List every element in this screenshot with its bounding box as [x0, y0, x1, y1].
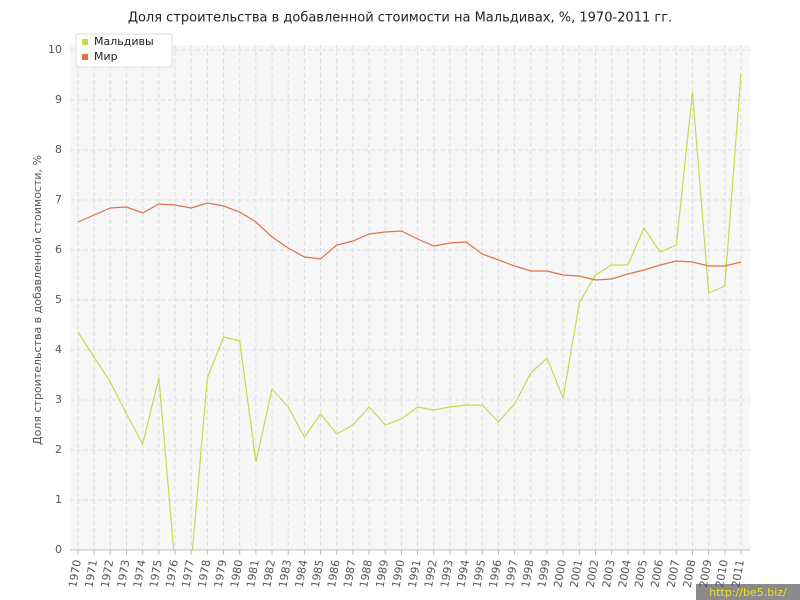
chart-title: Доля строительства в добавленной стоимос… [128, 11, 672, 26]
x-tick-label: 1976 [163, 559, 181, 589]
series-line [77, 202, 742, 281]
x-tick-label: 1991 [406, 559, 424, 589]
x-tick-label: 1997 [503, 559, 521, 589]
x-tick-label: 2009 [697, 559, 715, 589]
x-tick-label: 1999 [535, 559, 553, 589]
x-tick-label: 1986 [325, 559, 343, 589]
x-tick-label: 1978 [196, 559, 214, 589]
legend-label: Мир [94, 50, 118, 63]
x-tick-label: 1984 [293, 559, 311, 589]
x-tick-label: 1973 [115, 559, 133, 589]
y-tick-label: 6 [55, 243, 62, 256]
legend-swatch [82, 54, 88, 60]
y-tick-label: 4 [55, 343, 62, 356]
x-tick-label: 1981 [244, 559, 262, 589]
x-tick-label: 1996 [487, 559, 505, 589]
x-tick-label: 2001 [568, 559, 586, 589]
plot-area [70, 45, 750, 550]
x-tick-label: 1998 [519, 559, 537, 589]
y-tick-label: 0 [55, 543, 62, 556]
y-axis-label: Доля строительства в добавленной стоимос… [31, 155, 44, 445]
x-tick-label: 1974 [131, 559, 149, 589]
x-tick-label: 1988 [357, 559, 375, 589]
x-tick-label: 2000 [551, 559, 569, 589]
x-tick-label: 1994 [454, 559, 472, 589]
x-tick-label: 1989 [373, 559, 391, 589]
x-tick-label: 2010 [713, 559, 731, 589]
legend-box [75, 33, 173, 68]
y-tick-label: 8 [55, 143, 62, 156]
y-tick-label: 1 [55, 493, 62, 506]
lines [77, 72, 742, 550]
legend: Мальдивы Мир [75, 33, 173, 68]
y-tick-label: 2 [55, 443, 62, 456]
y-tick-label: 3 [55, 393, 62, 406]
x-tick-label: 2011 [729, 559, 747, 589]
x-tick-label: 2003 [600, 559, 618, 589]
x-tick-label: 1971 [82, 559, 100, 589]
x-tick-label: 1995 [471, 559, 489, 589]
x-tick-label: 1993 [438, 559, 456, 589]
x-tick-label: 2006 [648, 559, 666, 589]
x-tick-label: 1980 [228, 559, 246, 589]
watermark: http://be5.biz/ [709, 586, 787, 599]
x-tick-label: 2005 [632, 559, 650, 589]
x-tick-label: 1987 [341, 559, 359, 589]
x-tick-label: 1983 [276, 559, 294, 589]
x-tick-label: 1970 [66, 559, 84, 589]
series-line [77, 72, 742, 550]
y-tick-label: 7 [55, 193, 62, 206]
x-tick-label: 1975 [147, 559, 165, 589]
x-tick-label: 2002 [584, 559, 602, 589]
x-tick-label: 2008 [681, 559, 699, 589]
legend-label: Мальдивы [94, 35, 154, 48]
x-tick-label: 1982 [260, 559, 278, 589]
x-tick-label: 2004 [616, 559, 634, 589]
x-tick-label: 1985 [309, 559, 327, 589]
y-tick-label: 10 [48, 43, 62, 56]
y-tick-label: 9 [55, 93, 62, 106]
legend-swatch [82, 39, 88, 45]
x-tick-label: 1977 [179, 559, 197, 589]
y-tick-label: 5 [55, 293, 62, 306]
x-tick-label: 1992 [422, 559, 440, 589]
x-tick-label: 1979 [212, 559, 230, 589]
x-tick-label: 1990 [390, 559, 408, 589]
watermark-box [696, 584, 800, 600]
x-tick-label: 1972 [99, 559, 117, 589]
grid [70, 45, 750, 551]
x-tick-label: 2007 [665, 559, 683, 589]
